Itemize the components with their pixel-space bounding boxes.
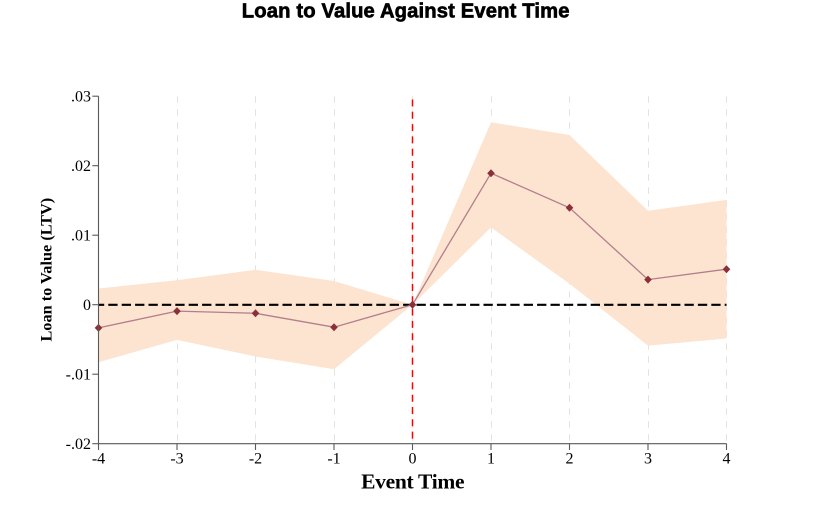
svg-text:2: 2 (566, 451, 574, 468)
svg-text:.02: .02 (71, 158, 91, 175)
svg-text:-1: -1 (327, 451, 340, 468)
svg-text:.03: .03 (71, 88, 91, 105)
svg-text:-2: -2 (249, 451, 262, 468)
svg-text:-.02: -.02 (66, 436, 91, 453)
svg-text:-4: -4 (92, 451, 105, 468)
svg-text:0: 0 (83, 297, 91, 314)
svg-text:Event Time: Event Time (361, 470, 464, 494)
svg-text:.01: .01 (71, 227, 91, 244)
svg-text:Loan to Value Against Event Ti: Loan to Value Against Event Time (242, 1, 570, 23)
svg-text:1: 1 (487, 451, 495, 468)
svg-text:Loan to Value (LTV): Loan to Value (LTV) (37, 198, 56, 342)
svg-text:0: 0 (409, 451, 417, 468)
svg-text:4: 4 (723, 451, 731, 468)
svg-text:-3: -3 (170, 451, 183, 468)
svg-text:-.01: -.01 (66, 366, 91, 383)
svg-text:3: 3 (644, 451, 652, 468)
